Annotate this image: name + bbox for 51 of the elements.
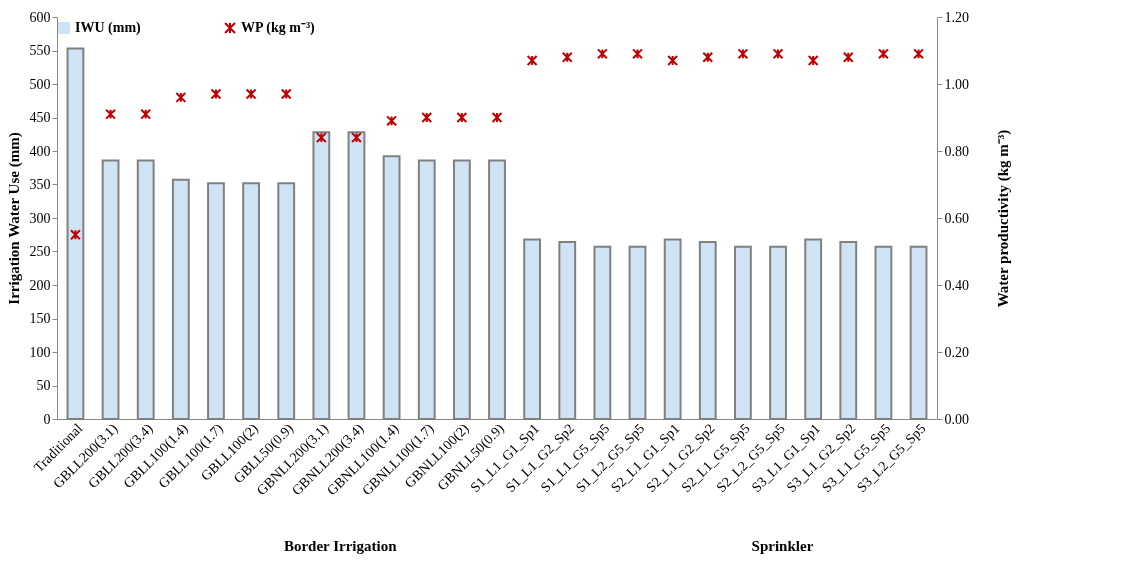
point: [280, 88, 292, 100]
y-tick-label: 350: [29, 177, 51, 192]
point: [421, 112, 433, 123]
y-tick-label: 50: [36, 378, 51, 393]
point: [210, 88, 222, 100]
legend-label: WP (kg m⁻³): [241, 20, 316, 36]
y2-tick-label: 0.60: [944, 210, 969, 226]
y2-tick-label: 0.20: [944, 344, 969, 360]
y-tick-label: 450: [29, 110, 51, 125]
y-tick-label: 550: [29, 43, 51, 58]
point: [140, 108, 152, 120]
point: [632, 48, 643, 60]
point: [772, 48, 784, 60]
point: [913, 48, 925, 60]
y-tick-label: 150: [29, 311, 51, 326]
y2-axis-title: Water productivity (kg m⁻³): [995, 129, 1012, 308]
point: [351, 132, 362, 144]
point: [877, 48, 889, 60]
text: Border Irrigation: [283, 538, 397, 555]
point: [386, 115, 398, 127]
y-tick-label: 250: [29, 244, 51, 259]
point: [105, 108, 117, 120]
y-tick-label: 600: [29, 9, 51, 25]
y-tick-label: 200: [29, 277, 51, 293]
point: [842, 51, 854, 63]
y-axis-title: Irrigation Water Use (mm): [5, 132, 23, 305]
y2-tick-label: 0.40: [944, 277, 969, 293]
y-tick-label: 0: [43, 411, 51, 427]
y2-tick-label: 0.80: [944, 143, 969, 159]
y2-tick-label: 0.00: [944, 411, 969, 427]
point: [702, 51, 714, 63]
point: [175, 91, 187, 103]
y-tick-label: 300: [29, 210, 51, 226]
point: [315, 132, 327, 144]
y-tick-label: 500: [29, 76, 51, 92]
point: [561, 51, 573, 63]
point: [245, 88, 257, 100]
y2-tick-label: 1.00: [944, 76, 969, 92]
y-tick-label: 100: [29, 344, 51, 360]
point: [596, 48, 608, 60]
point: [667, 55, 679, 67]
legend-label: IWU (mm): [75, 20, 142, 36]
text: Sprinkler: [751, 538, 814, 555]
point: [456, 112, 468, 123]
y2-tick-label: 1.20: [944, 9, 969, 25]
y-tick-label: 400: [29, 143, 51, 159]
point: [526, 55, 538, 67]
point: [491, 112, 503, 123]
point: [807, 55, 819, 67]
point: [69, 229, 81, 241]
point: [737, 48, 749, 60]
